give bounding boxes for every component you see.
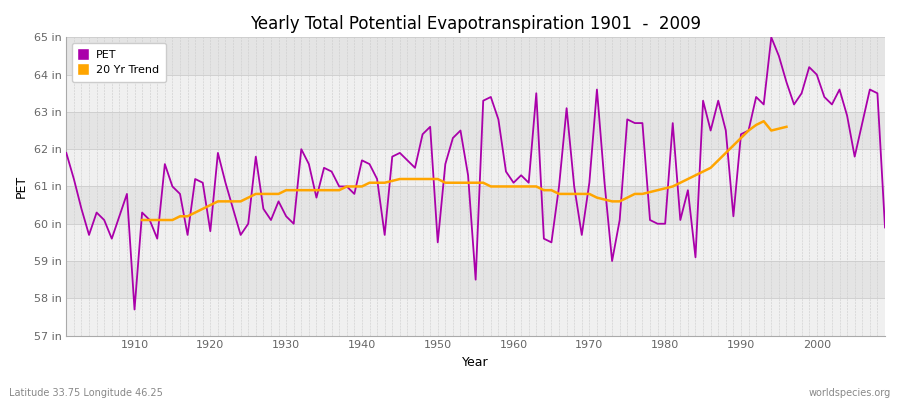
Bar: [67, 75, 885, 112]
Bar: [67, 224, 885, 261]
Title: Yearly Total Potential Evapotranspiration 1901  -  2009: Yearly Total Potential Evapotranspiratio…: [250, 15, 701, 33]
Bar: [67, 261, 885, 298]
Text: Latitude 33.75 Longitude 46.25: Latitude 33.75 Longitude 46.25: [9, 388, 163, 398]
Bar: [67, 298, 885, 336]
Bar: [67, 37, 885, 75]
Bar: [67, 149, 885, 186]
Bar: [67, 112, 885, 149]
Bar: [67, 186, 885, 224]
Legend: PET, 20 Yr Trend: PET, 20 Yr Trend: [72, 43, 166, 82]
Text: worldspecies.org: worldspecies.org: [809, 388, 891, 398]
X-axis label: Year: Year: [463, 356, 489, 369]
Y-axis label: PET: PET: [15, 175, 28, 198]
